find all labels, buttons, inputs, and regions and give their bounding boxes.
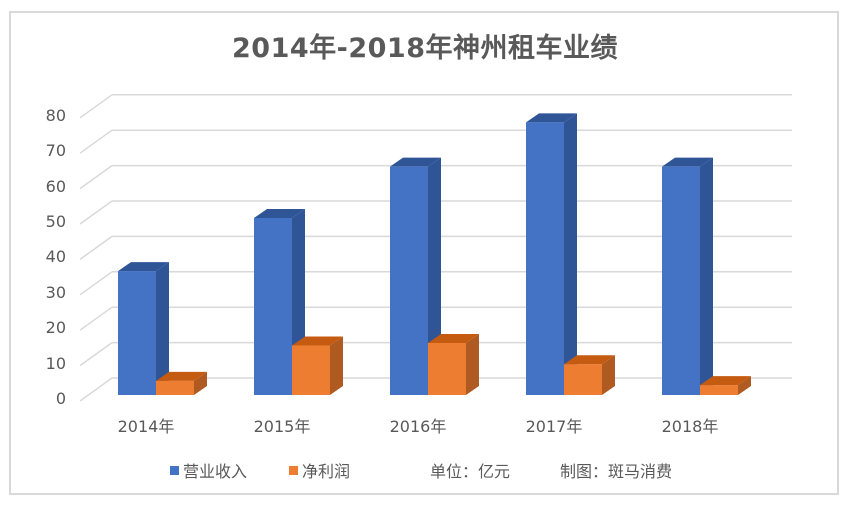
bar-net-profit-2015年	[292, 336, 343, 395]
gridline-side	[79, 235, 113, 261]
gridline-side	[79, 377, 113, 402]
chart-title: 2014年-2018年神州租车业绩	[232, 33, 618, 64]
x-tick-label: 2016年	[389, 417, 447, 436]
y-tick-label: 20	[45, 318, 66, 338]
bar-net-profit-2016年	[428, 333, 479, 395]
x-tick-label: 2014年	[117, 417, 175, 436]
bar-net-profit-2017年	[564, 355, 615, 395]
bar-revenue-2014年	[118, 262, 169, 395]
credit-note: 制图：斑马消费	[560, 462, 673, 481]
gridline-side	[79, 306, 113, 331]
y-tick-label: 40	[45, 247, 66, 267]
legend-label-net-profit: 净利润	[302, 462, 351, 481]
legend: 营业收入 净利润 单位：亿元 制图：斑马消费	[0, 458, 850, 482]
gridline-side	[79, 271, 113, 296]
y-tick-label: 10	[45, 353, 66, 373]
y-tick-label: 60	[45, 176, 66, 196]
legend-item-net-profit: 净利润	[289, 458, 350, 482]
bar-revenue-2018年	[662, 157, 713, 395]
legend-label-revenue: 营业收入	[183, 462, 248, 481]
legend-item-revenue: 营业收入	[170, 458, 247, 482]
y-tick-label: 80	[45, 105, 66, 125]
bar-net-profit-2018年	[700, 376, 751, 395]
legend-swatch-revenue	[170, 465, 179, 475]
gridline-side	[79, 341, 113, 367]
x-tick-label: 2017年	[525, 417, 583, 436]
x-tick-label: 2018年	[661, 417, 719, 436]
y-tick-label: 70	[45, 141, 66, 161]
gridline-side	[79, 200, 113, 225]
x-tick-label: 2015年	[253, 417, 311, 436]
y-tick-label: 0	[55, 389, 66, 408]
bar-revenue-2017年	[526, 113, 577, 396]
gridline-side	[79, 164, 113, 190]
unit-note: 单位：亿元	[430, 462, 511, 481]
gridline-side	[79, 129, 113, 154]
gridline-side	[79, 94, 113, 119]
legend-swatch-net-profit	[289, 465, 298, 475]
y-tick-label: 30	[45, 282, 66, 302]
y-tick-label: 50	[45, 212, 66, 231]
bar-revenue-2016年	[390, 157, 441, 395]
bar-net-profit-2014年	[156, 371, 207, 395]
